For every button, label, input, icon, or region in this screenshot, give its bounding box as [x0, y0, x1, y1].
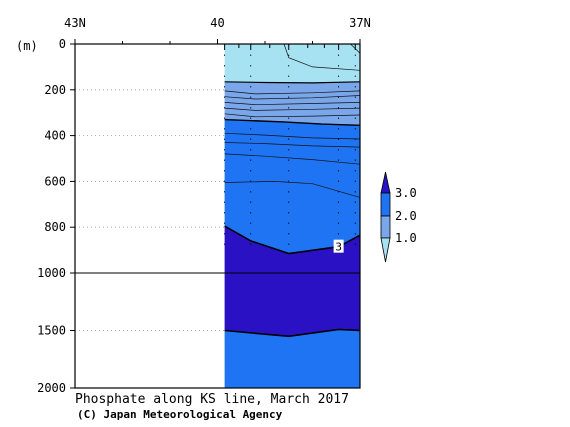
y-tick-label: 600 — [44, 174, 66, 188]
y-tick-label: 400 — [44, 129, 66, 143]
contour-line-internal — [224, 142, 361, 148]
contour-line-internal — [224, 132, 361, 140]
contour-label-box — [333, 239, 344, 253]
band-2-to-3-upper — [224, 119, 360, 254]
colorbar-level-label: 2.0 — [395, 209, 417, 223]
x-tick-label: 37N — [349, 16, 371, 30]
contour-line-boundary-3-lower — [224, 328, 361, 338]
contour-label: 3 — [335, 241, 342, 254]
x-tick-label: 43N — [64, 16, 86, 30]
x-tick-label: 40 — [210, 16, 224, 30]
chart-title: Phosphate along KS line, March 2017 — [75, 392, 349, 407]
fill-layer — [224, 44, 360, 388]
contour-line-boundary-1-0 — [224, 81, 361, 84]
y-tick-label: 1000 — [37, 266, 66, 280]
colorbar-level-label: 3.0 — [395, 186, 417, 200]
contour-line-internal — [224, 102, 361, 106]
contour-line-internal — [224, 90, 361, 95]
contour-line-boundary-2-0 — [224, 118, 361, 126]
y-tick-label: 2000 — [37, 381, 66, 395]
colorbar-level-label: 1.0 — [395, 231, 417, 245]
y-tick-label: 200 — [44, 83, 66, 97]
band-below-1 — [224, 44, 360, 83]
colorbar-above-3 — [380, 171, 391, 194]
y-tick-label: 0 — [59, 37, 66, 51]
y-axis: 0 200 400 600 800 1000 1500 2000 — [37, 37, 75, 395]
band-2-to-3-deep — [224, 329, 360, 388]
contour-line-internal — [224, 181, 361, 198]
y-tick-label: 1500 — [37, 324, 66, 338]
y-axis-label: (m) — [16, 39, 38, 53]
station-layer — [224, 44, 356, 251]
contour-line-internal — [224, 113, 361, 118]
contour-line-internal — [224, 107, 361, 111]
contour-line-boundary-3-upper — [224, 225, 361, 255]
contour-line-internal — [224, 95, 361, 100]
contour-line-internal — [283, 43, 361, 71]
contour-line-internal — [224, 153, 361, 165]
colorbar: 1.0 2.0 3.0 — [380, 171, 417, 263]
colorbar-2-to-3 — [380, 192, 391, 217]
x-axis: 43N 40 37N — [64, 16, 371, 44]
chart-credit: (C) Japan Meteorological Agency — [77, 408, 283, 421]
contour-label-group: 3 — [333, 239, 344, 254]
colorbar-below-1 — [380, 237, 391, 263]
y-tick-label: 800 — [44, 220, 66, 234]
band-1-to-2 — [224, 81, 360, 126]
grid-layer — [75, 89, 360, 331]
colorbar-1-to-2 — [380, 215, 391, 239]
band-above-3 — [224, 226, 360, 337]
